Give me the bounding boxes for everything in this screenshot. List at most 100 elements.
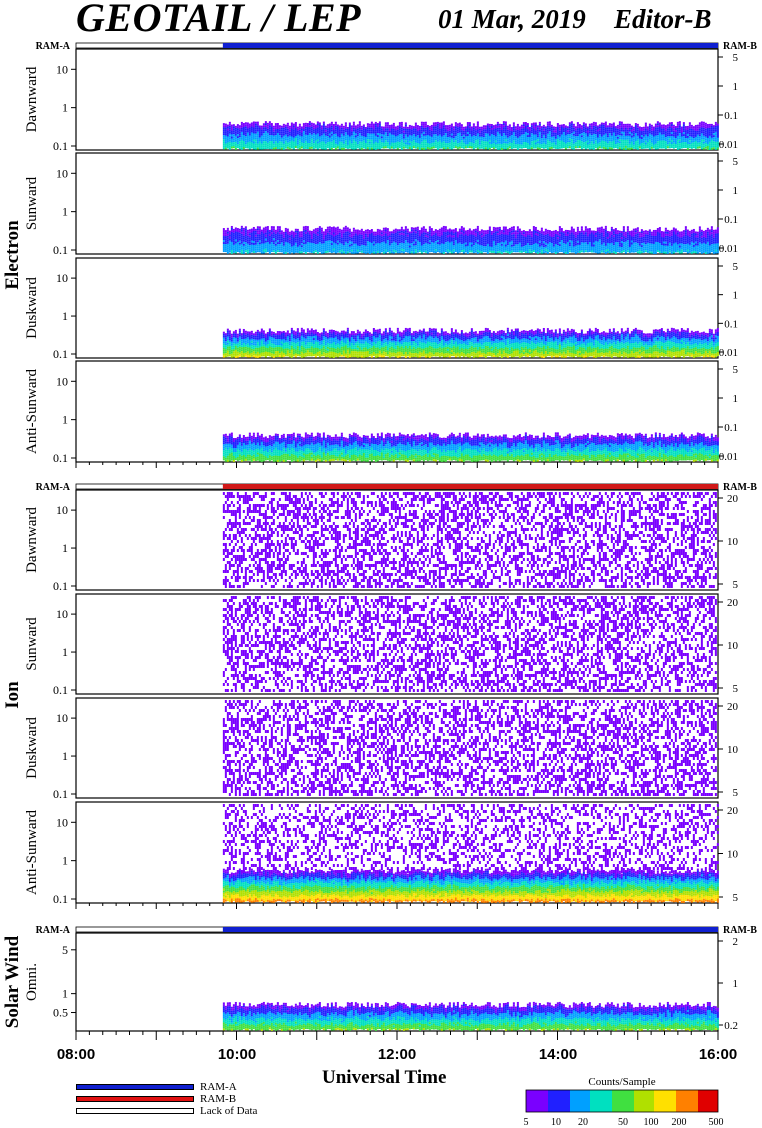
spectrogram-cell	[674, 142, 677, 145]
spectrogram-cell	[582, 128, 585, 131]
spectrogram-cell	[448, 228, 451, 231]
spectrogram-cell	[604, 135, 607, 138]
spectrogram-cell	[610, 123, 613, 126]
spectrogram-cell	[364, 127, 367, 130]
spectrogram-cell	[252, 123, 255, 126]
spectrogram-cell	[350, 233, 353, 236]
spectrogram-cell	[310, 142, 313, 145]
spectrogram-cell	[710, 135, 713, 138]
spectrogram-cell	[412, 235, 415, 238]
spectrogram-cell	[468, 144, 471, 147]
spectrogram-cell	[292, 233, 295, 236]
spectrogram-cell	[234, 235, 237, 238]
y-tick-label-right: 5	[733, 52, 739, 64]
spectrogram-cell	[394, 242, 397, 245]
spectrogram-cell	[226, 247, 229, 250]
spectrogram-cell	[462, 229, 465, 232]
spectrogram-cell	[472, 145, 475, 148]
spectrogram-cell	[404, 146, 407, 149]
spectrogram-cell	[530, 127, 533, 130]
spectrogram-cell	[564, 127, 567, 130]
spectrogram-cell	[324, 251, 327, 254]
spectrogram-cell	[308, 141, 311, 144]
spectrogram-cell	[282, 141, 285, 144]
spectrogram-cell	[278, 248, 281, 251]
spectrogram-cell	[370, 251, 373, 254]
spectrogram-cell	[244, 136, 247, 139]
spectrogram-cell	[510, 143, 513, 146]
spectrogram-cell	[386, 234, 389, 237]
spectrogram-cell	[454, 246, 457, 249]
spectrogram-cell	[352, 147, 355, 150]
spectrogram-cell	[618, 125, 621, 128]
spectrogram-cell	[304, 241, 307, 244]
spectrogram-cell	[270, 125, 273, 128]
spectrogram-cell	[554, 126, 557, 129]
y-tick-label-left: 10	[56, 62, 68, 76]
spectrogram-cell	[350, 131, 353, 134]
spectrogram-cell	[414, 239, 417, 242]
spectrogram-cell	[552, 142, 555, 145]
spectrogram-cell	[484, 129, 487, 132]
spectrogram-cell	[478, 232, 481, 235]
spectrogram-cell	[616, 128, 619, 131]
spectrogram-cell	[710, 131, 713, 134]
spectrogram-cell	[416, 232, 419, 235]
spectrogram-cell	[298, 249, 301, 252]
spectrogram-cell	[280, 238, 283, 241]
spectrogram-cell	[682, 126, 685, 129]
spectrogram-cell	[474, 228, 477, 231]
spectrogram-cell	[306, 238, 309, 241]
spectrogram-cell	[408, 241, 411, 244]
spectrogram-cell	[522, 144, 525, 147]
spectrogram-cell	[272, 232, 275, 235]
spectrogram-cell	[346, 247, 349, 250]
spectrogram-cell	[294, 146, 297, 149]
spectrogram-cell	[544, 130, 547, 133]
spectrogram-cell	[336, 226, 339, 229]
spectrogram-cell	[412, 132, 415, 135]
spectrogram-cell	[714, 123, 717, 126]
spectrogram-cell	[490, 126, 493, 129]
spectrogram-cell	[396, 229, 399, 232]
spectrogram-cell	[266, 142, 269, 145]
spectrogram-cell	[494, 134, 497, 137]
spectrogram-cell	[254, 238, 257, 241]
spectrogram-cell	[380, 132, 383, 135]
spectrogram-cell	[374, 125, 377, 128]
spectrogram-cell	[396, 135, 399, 138]
spectrogram-cell	[330, 235, 333, 238]
spectrogram-cell	[240, 135, 243, 138]
spectrogram-cell	[230, 243, 233, 246]
spectrogram-cell	[634, 139, 637, 142]
spectrogram-cell	[290, 238, 293, 241]
spectrogram-cell	[412, 126, 415, 129]
spectrogram-cell	[356, 136, 359, 139]
spectrogram-cell	[344, 146, 347, 149]
spectrogram-cell	[690, 142, 693, 145]
spectrogram-cell	[252, 250, 255, 253]
spectrogram-cell	[348, 138, 351, 141]
spectrogram-cell	[458, 230, 461, 233]
spectrogram-cell	[498, 127, 501, 130]
spectrogram-cell	[290, 142, 293, 145]
spectrogram-cell	[586, 128, 589, 131]
spectrogram-cell	[512, 248, 515, 251]
spectrogram-cell	[656, 123, 659, 126]
spectrogram-cell	[370, 123, 373, 126]
spectrogram-cell	[646, 144, 649, 147]
spectrogram-cell	[248, 137, 251, 140]
spectrogram-cell	[234, 233, 237, 236]
spectrogram-cell	[580, 135, 583, 138]
spectrogram-cell	[626, 141, 629, 144]
spectrogram-cell	[260, 137, 263, 140]
spectrogram-cell	[688, 126, 691, 129]
spectrogram-cell	[442, 251, 445, 254]
spectrogram-cell	[264, 135, 267, 138]
spectrogram-cell	[318, 136, 321, 139]
spectrogram-cell	[398, 126, 401, 129]
spectrogram-cell	[552, 134, 555, 137]
spectrogram-cell	[522, 244, 525, 247]
spectrogram-cell	[224, 238, 227, 241]
spectrogram-cell	[450, 245, 453, 248]
